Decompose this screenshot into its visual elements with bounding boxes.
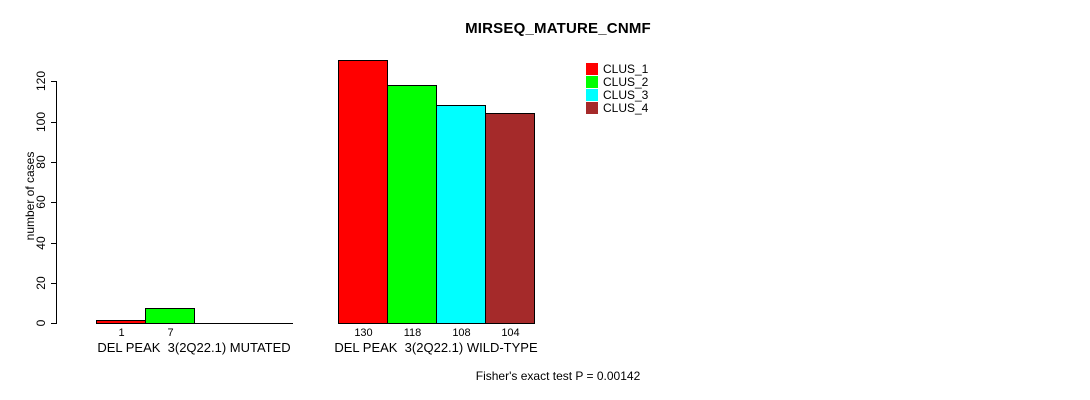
bar-clus_3-group2 [436,105,486,324]
y-tick-label: 20 [34,276,48,290]
bar-clus_2-group1 [145,308,195,324]
bar-clus_2-group2 [387,85,437,324]
legend: CLUS_1 CLUS_2 CLUS_3 CLUS_4 [586,61,649,115]
legend-item-clus_4: CLUS_4 [586,100,649,115]
y-tick-mark [51,243,57,244]
y-tick-mark [51,122,57,123]
y-tick-label: 0 [34,319,48,327]
bar-value-label: 104 [501,327,520,339]
bar-value-label: 1 [118,327,125,339]
legend-swatch-clus_1 [586,62,598,75]
y-tick-mark [51,162,57,163]
stat-test-note: Fisher's exact test P = 0.00142 [475,369,641,383]
y-tick-label: 60 [34,195,48,209]
bar-value-label: 118 [403,327,422,339]
bar-clus_4-group2 [485,113,535,324]
chart-title: MIRSEQ_MATURE_CNMF [465,20,651,37]
y-tick-label: 100 [34,111,48,133]
legend-swatch-clus_3 [586,88,598,101]
legend-label: CLUS_4 [603,100,649,115]
legend-label: CLUS_2 [603,74,649,89]
bar-value-label: 130 [354,327,373,339]
y-tick-label: 80 [34,155,48,169]
legend-label: CLUS_1 [603,61,649,76]
y-axis-line [56,82,57,324]
legend-item-clus_3: CLUS_3 [586,87,649,102]
legend-swatch-clus_2 [586,75,598,88]
bar-value-label: 7 [167,327,174,339]
y-tick-label: 120 [34,70,48,92]
y-tick-mark [51,81,57,82]
bar-clus_1-group2 [338,60,388,324]
y-tick-mark [51,323,57,324]
legend-item-clus_1: CLUS_1 [586,61,649,76]
group-label: DEL PEAK 3(2Q22.1) WILD-TYPE [334,340,538,355]
bar-value-label: 108 [452,327,471,339]
legend-label: CLUS_3 [603,87,649,102]
legend-swatch-clus_4 [586,101,598,114]
legend-item-clus_2: CLUS_2 [586,74,649,89]
y-tick-mark [51,283,57,284]
y-tick-mark [51,202,57,203]
group-label: DEL PEAK 3(2Q22.1) MUTATED [97,340,291,355]
y-tick-label: 40 [34,236,48,250]
bar-clus_1-group1 [96,320,146,324]
